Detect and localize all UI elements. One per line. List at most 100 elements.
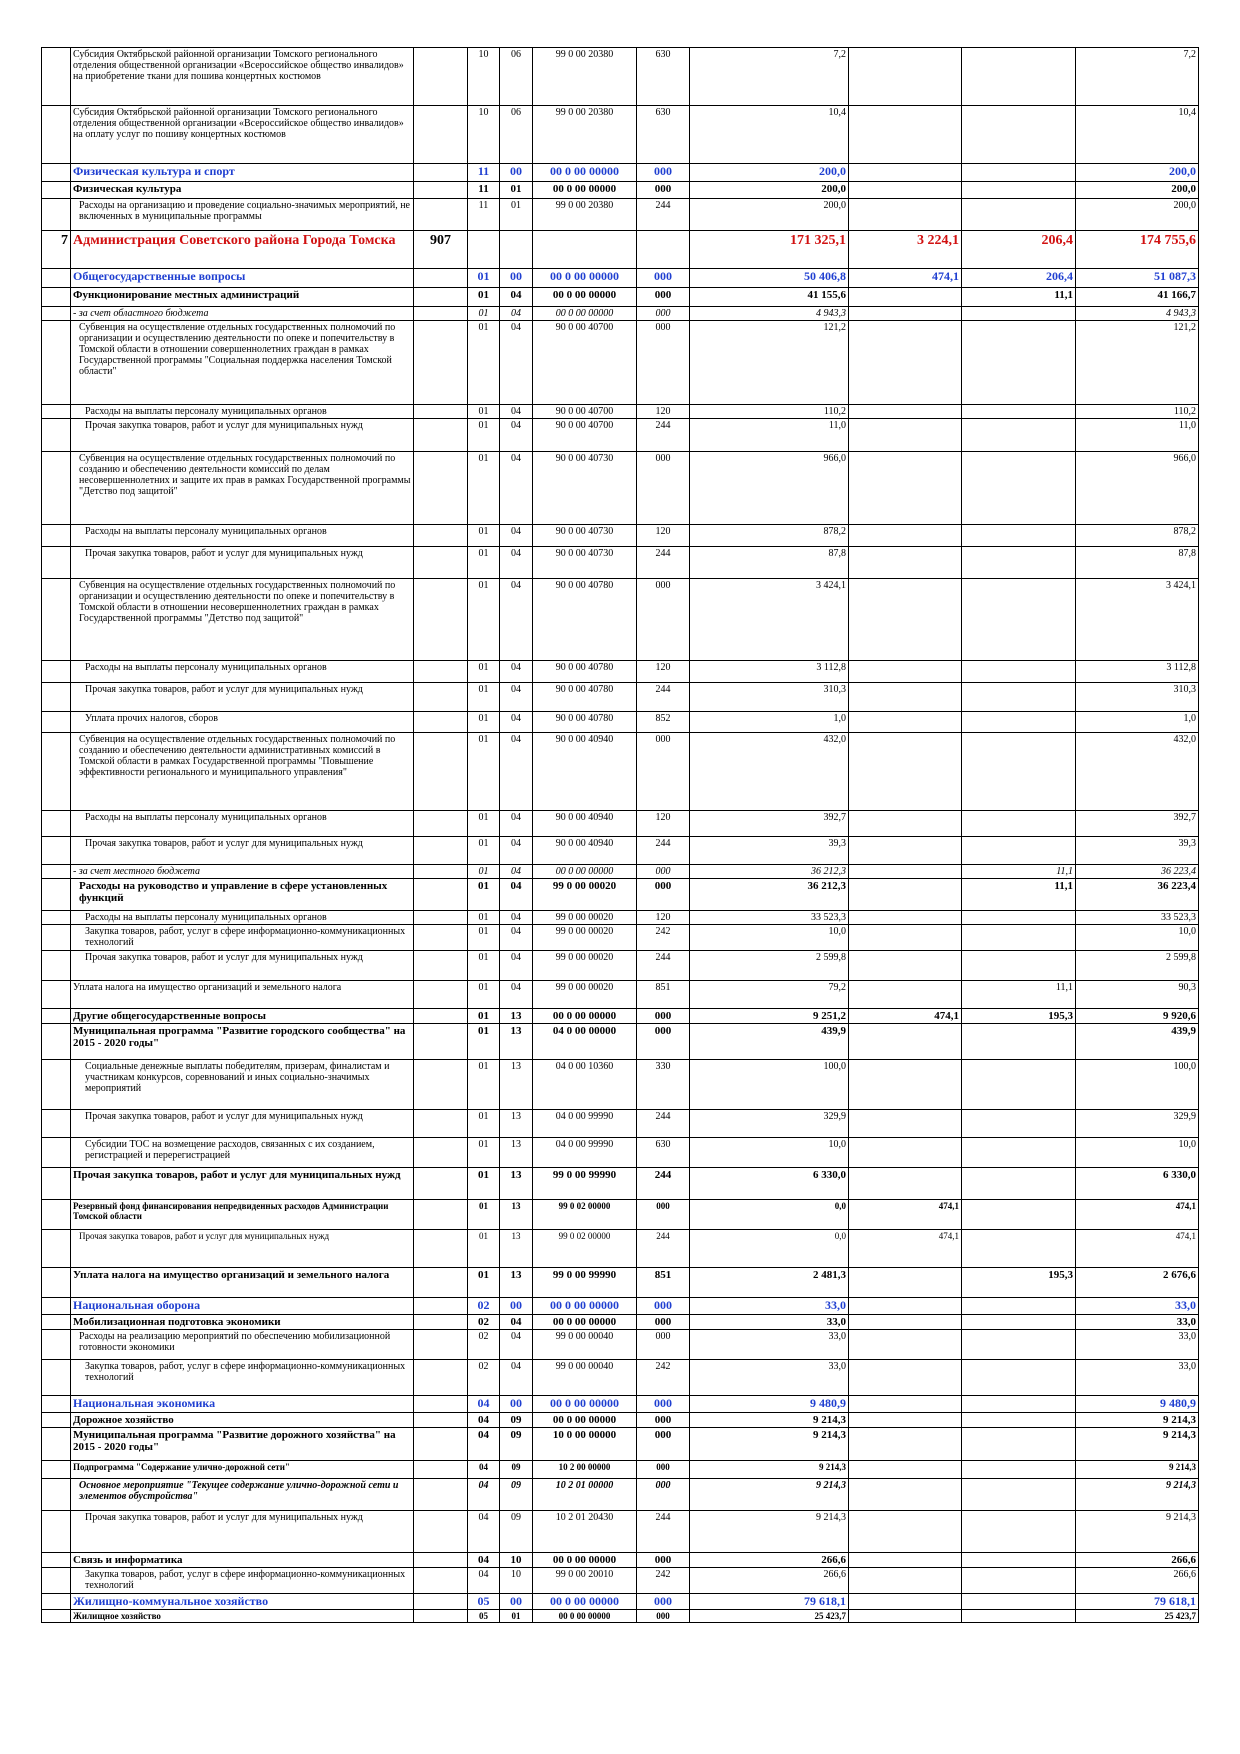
subsection-code: 04 bbox=[499, 451, 533, 525]
amount-change-1 bbox=[848, 1412, 962, 1428]
dept-code bbox=[413, 546, 468, 579]
row-name: Расходы на выплаты персоналу муниципальн… bbox=[70, 810, 414, 837]
table-row: Физическая культура 11 01 00 0 00 00000 000 2… bbox=[41, 181, 1199, 199]
amount-change-1 bbox=[848, 711, 962, 733]
section-code: 01 bbox=[467, 578, 500, 661]
amount-change-2 bbox=[961, 1552, 1076, 1568]
row-name-text: Субвенция на осуществление отдельных гос… bbox=[79, 322, 396, 377]
subsection-code: 01 bbox=[499, 181, 533, 199]
amount-approved: 36 212,3 bbox=[689, 878, 849, 911]
section-code: 05 bbox=[467, 1609, 500, 1623]
amount-change-2 bbox=[961, 418, 1076, 452]
amount-total: 25 423,7 bbox=[1075, 1609, 1199, 1623]
section-code: 01 bbox=[467, 660, 500, 683]
section-code: 11 bbox=[467, 198, 500, 231]
section-code: 01 bbox=[467, 1023, 500, 1060]
row-name: Прочая закупка товаров, работ и услуг дл… bbox=[70, 1109, 414, 1138]
amount-approved: 878,2 bbox=[689, 524, 849, 547]
subsection-code: 13 bbox=[499, 1167, 533, 1200]
row-name: Субвенция на осуществление отдельных гос… bbox=[70, 578, 414, 661]
subsection-code: 04 bbox=[499, 1359, 533, 1396]
amount-approved: 10,0 bbox=[689, 1137, 849, 1168]
amount-approved: 33,0 bbox=[689, 1329, 849, 1360]
subsection-code: 04 bbox=[499, 878, 533, 911]
expense-type-code: 000 bbox=[636, 864, 690, 879]
amount-total: 90,3 bbox=[1075, 980, 1199, 1009]
amount-change-2 bbox=[961, 1109, 1076, 1138]
section-code: 01 bbox=[467, 878, 500, 911]
dept-code bbox=[413, 1478, 468, 1511]
row-name: Расходы на реализацию мероприятий по обе… bbox=[70, 1329, 414, 1360]
section-code: 01 bbox=[467, 924, 500, 951]
table-row: Субвенция на осуществление отдельных гос… bbox=[41, 732, 1199, 811]
amount-change-2 bbox=[961, 1412, 1076, 1428]
expense-type-code: 000 bbox=[636, 1329, 690, 1360]
row-number bbox=[41, 47, 71, 106]
row-name: Расходы на выплаты персоналу муниципальн… bbox=[70, 660, 414, 683]
amount-change-2 bbox=[961, 1137, 1076, 1168]
subsection-code: 04 bbox=[499, 682, 533, 712]
row-number bbox=[41, 910, 71, 925]
amount-change-1 bbox=[848, 1395, 962, 1413]
row-number bbox=[41, 1297, 71, 1315]
subsection-code: 13 bbox=[499, 1109, 533, 1138]
row-name: Уплата налога на имущество организаций и… bbox=[70, 980, 414, 1009]
amount-change-2 bbox=[961, 711, 1076, 733]
expense-type-code: 851 bbox=[636, 980, 690, 1009]
amount-change-2 bbox=[961, 682, 1076, 712]
target-article-code: 04 0 00 00000 bbox=[532, 1023, 637, 1060]
subsection-code: 06 bbox=[499, 105, 533, 164]
amount-change-1 bbox=[848, 950, 962, 981]
row-number bbox=[41, 980, 71, 1009]
target-article-code: 99 0 02 00000 bbox=[532, 1229, 637, 1268]
row-number bbox=[41, 1359, 71, 1396]
amount-approved: 310,3 bbox=[689, 682, 849, 712]
amount-total: 11,0 bbox=[1075, 418, 1199, 452]
subsection-code: 13 bbox=[499, 1023, 533, 1060]
amount-total: 39,3 bbox=[1075, 836, 1199, 865]
amount-total: 200,0 bbox=[1075, 163, 1199, 182]
section-code: 01 bbox=[467, 910, 500, 925]
target-article-code: 04 0 00 99990 bbox=[532, 1137, 637, 1168]
table-row: Основное мероприятие "Текущее содержание… bbox=[41, 1478, 1199, 1511]
target-article-code: 10 2 01 20430 bbox=[532, 1510, 637, 1553]
amount-approved: 171 325,1 bbox=[689, 230, 849, 269]
amount-change-2 bbox=[961, 163, 1076, 182]
amount-change-1 bbox=[848, 198, 962, 231]
amount-total: 100,0 bbox=[1075, 1059, 1199, 1110]
subsection-code: 04 bbox=[499, 732, 533, 811]
amount-change-2 bbox=[961, 1297, 1076, 1315]
amount-approved: 200,0 bbox=[689, 181, 849, 199]
amount-change-2 bbox=[961, 1460, 1076, 1479]
amount-approved: 200,0 bbox=[689, 198, 849, 231]
amount-approved: 2 599,8 bbox=[689, 950, 849, 981]
amount-change-2 bbox=[961, 924, 1076, 951]
subsection-code: 01 bbox=[499, 1609, 533, 1623]
target-article-code: 00 0 00 00000 bbox=[532, 1395, 637, 1413]
dept-code bbox=[413, 1059, 468, 1110]
target-article-code: 99 0 00 20380 bbox=[532, 105, 637, 164]
row-number bbox=[41, 1314, 71, 1330]
row-name: Уплата налога на имущество организаций и… bbox=[70, 1267, 414, 1298]
amount-total: 41 166,7 bbox=[1075, 287, 1199, 307]
table-row: Мобилизационная подготовка экономики 02 04… bbox=[41, 1314, 1199, 1330]
amount-change-2 bbox=[961, 578, 1076, 661]
row-name-text: Прочая закупка товаров, работ и услуг дл… bbox=[79, 1231, 330, 1241]
row-name: Субвенция на осуществление отдельных гос… bbox=[70, 451, 414, 525]
dept-code bbox=[413, 1229, 468, 1268]
subsection-code: 00 bbox=[499, 1593, 533, 1610]
target-article-code: 99 0 00 00020 bbox=[532, 910, 637, 925]
amount-total: 9 214,3 bbox=[1075, 1460, 1199, 1479]
row-name: Прочая закупка товаров, работ и услуг дл… bbox=[70, 836, 414, 865]
amount-change-1 bbox=[848, 181, 962, 199]
section-code: 01 bbox=[467, 1137, 500, 1168]
amount-approved: 79,2 bbox=[689, 980, 849, 1009]
target-article-code: 99 0 00 99990 bbox=[532, 1167, 637, 1200]
row-number bbox=[41, 1593, 71, 1610]
section-code: 02 bbox=[467, 1329, 500, 1360]
section-code: 01 bbox=[467, 320, 500, 405]
amount-total: 79 618,1 bbox=[1075, 1593, 1199, 1610]
table-row: Уплата прочих налогов, сборов 01 04 90 0 00… bbox=[41, 711, 1199, 733]
amount-total: 9 214,3 bbox=[1075, 1478, 1199, 1511]
row-name: Муниципальная программа "Развитие городс… bbox=[70, 1023, 414, 1060]
